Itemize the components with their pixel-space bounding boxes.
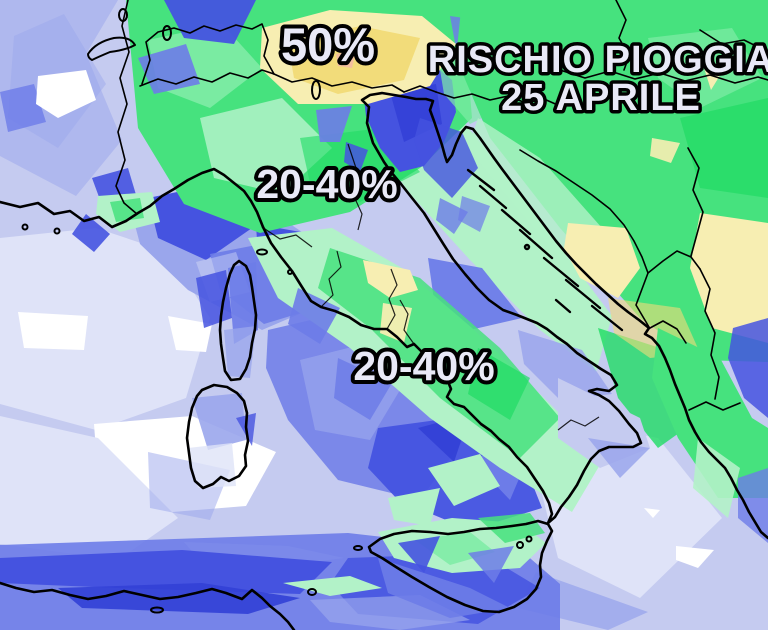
country-borders	[115, 0, 768, 411]
land-region-provence	[72, 192, 160, 252]
rain-risk-zone-alps-yellow	[260, 10, 456, 104]
map-title: RISCHIO PIOGGIA	[428, 39, 768, 81]
coastline-corsica	[218, 259, 258, 382]
map-labels: RISCHIO PIOGGIA 25 APRILE 50% 20-40% 20-…	[252, 14, 768, 393]
land-region-balkans	[414, 0, 768, 543]
coastlines	[0, 91, 768, 630]
lake-garda	[311, 80, 321, 100]
region-borders	[261, 143, 600, 431]
risk-label-2040-north: 20-40%	[256, 161, 397, 207]
isle-elba	[256, 248, 268, 256]
dalmatian-islands	[466, 168, 624, 332]
isle-pantelleria	[307, 588, 317, 596]
map-date: 25 APRILE	[501, 77, 701, 119]
coastline-sicily	[367, 519, 554, 614]
coastline-africa	[0, 581, 296, 630]
sea-region-west	[0, 0, 344, 566]
lakes-and-islets	[21, 8, 533, 614]
lake-geneva	[87, 36, 136, 61]
land-region-peninsula	[248, 228, 650, 512]
coastline-sardinia	[185, 383, 250, 490]
risk-label-2040-south: 20-40%	[353, 343, 494, 389]
coastline-mainland	[0, 91, 768, 540]
risk-label-50: 50%	[281, 18, 375, 71]
